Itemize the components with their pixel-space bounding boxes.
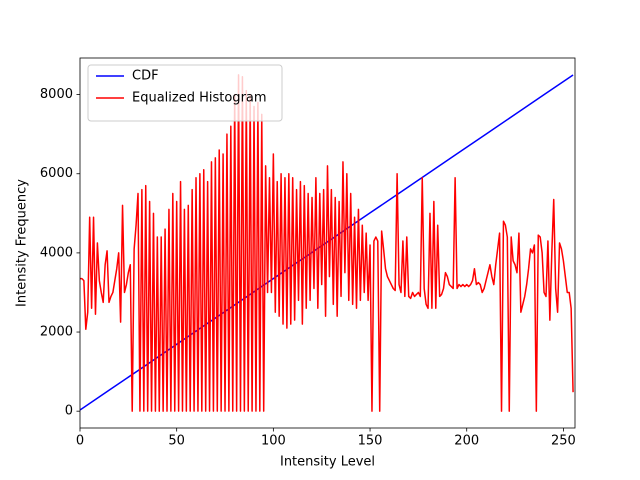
legend-box bbox=[87, 64, 283, 122]
y-tick-label: 8000 bbox=[40, 87, 73, 102]
x-axis-label: Intensity Level bbox=[280, 455, 375, 470]
y-tick-label: 6000 bbox=[40, 166, 73, 181]
plot-frame bbox=[79, 57, 576, 429]
series-line bbox=[80, 74, 574, 412]
y-tick-label: 2000 bbox=[40, 325, 73, 340]
y-axis-label: Intensity Frequency bbox=[15, 179, 30, 307]
x-tick-label: 0 bbox=[76, 434, 84, 449]
x-tick-label: 50 bbox=[168, 434, 185, 449]
legend-label: Equalized Histogram bbox=[132, 91, 267, 106]
x-tick-label: 200 bbox=[454, 434, 479, 449]
x-tick-label: 100 bbox=[261, 434, 286, 449]
x-tick-label: 250 bbox=[551, 434, 576, 449]
y-tick-label: 0 bbox=[65, 404, 73, 419]
y-tick-label: 4000 bbox=[40, 245, 73, 260]
x-tick-label: 150 bbox=[358, 434, 383, 449]
legend-label: CDF bbox=[132, 69, 159, 84]
